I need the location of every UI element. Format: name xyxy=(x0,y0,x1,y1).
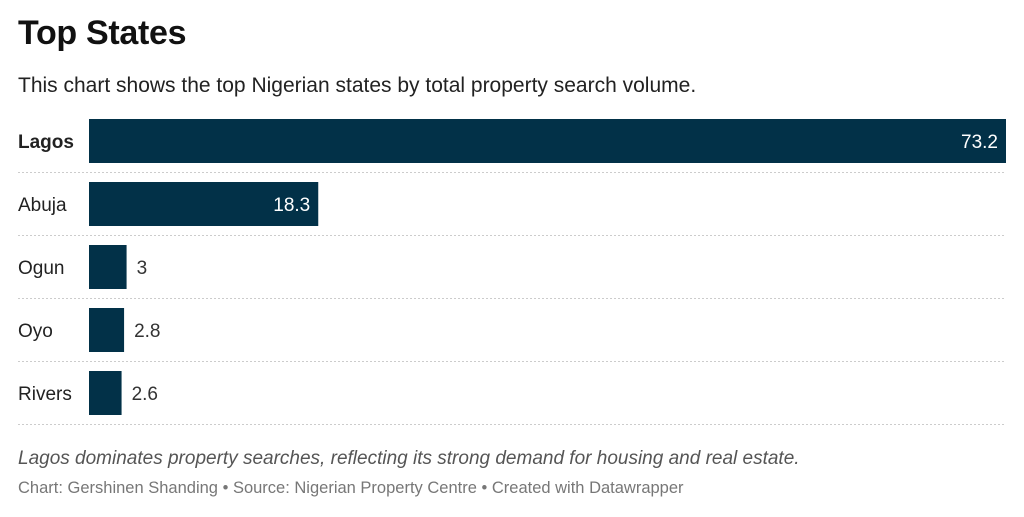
bar xyxy=(89,245,127,289)
bar-rows: Lagos 73.2 Abuja 18.3 Ogun 3 Oyo 2.8 Rivers 2.6 xyxy=(18,119,1006,425)
value-label: 2.8 xyxy=(134,321,160,342)
bar xyxy=(89,182,319,226)
footer-separator: • xyxy=(481,479,488,497)
source-credit: Source: Nigerian Property Centre xyxy=(232,479,477,497)
chart-credit: Chart: Gershinen Shanding xyxy=(18,479,218,497)
category-label: Abuja xyxy=(18,195,67,216)
category-label: Lagos xyxy=(18,132,74,153)
category-label: Ogun xyxy=(18,258,64,279)
value-label: 18.3 xyxy=(273,195,310,216)
bar xyxy=(89,119,1006,163)
bar xyxy=(89,308,125,352)
value-label: 73.2 xyxy=(961,132,998,153)
chart-title: Top States xyxy=(18,14,187,52)
bar xyxy=(89,371,122,415)
footer-separator: • xyxy=(222,479,229,497)
chart-note: Lagos dominates property searches, refle… xyxy=(18,448,800,469)
created-with-credit: Created with Datawrapper xyxy=(491,479,684,497)
chart-footer: Chart: Gershinen Shanding • Source: Nige… xyxy=(18,479,684,498)
category-label: Rivers xyxy=(18,384,72,405)
value-label: 2.6 xyxy=(132,384,158,405)
chart-subtitle: This chart shows the top Nigerian states… xyxy=(18,74,697,97)
value-label: 3 xyxy=(137,258,148,279)
category-label: Oyo xyxy=(18,321,53,342)
